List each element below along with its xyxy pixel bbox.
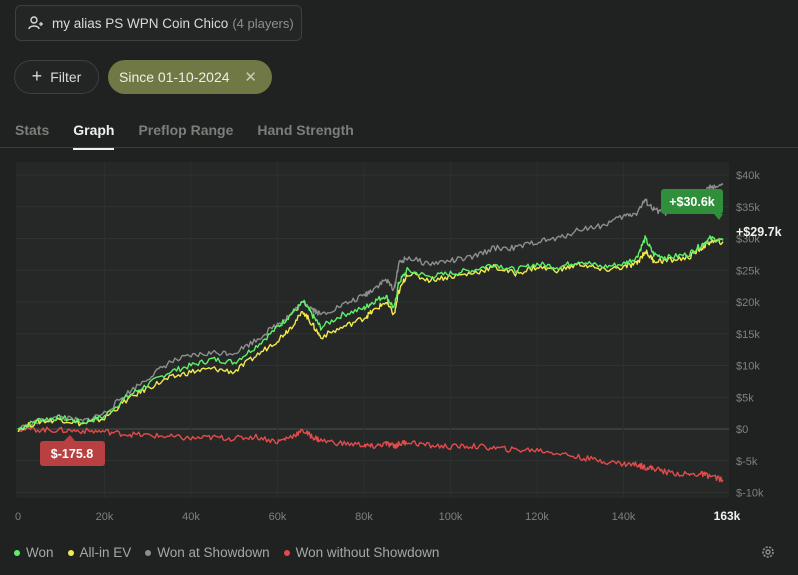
badge-pointer (64, 435, 75, 441)
x-tick-label: 120k (525, 511, 549, 523)
x-tick-label: 40k (182, 511, 200, 523)
non-showdown-total-label: $-175.8 (51, 447, 93, 461)
date-filter-chip[interactable]: Since 01-10-2024 ✕ (108, 60, 272, 94)
x-tick-label: 100k (439, 511, 463, 523)
y-tick-label: $10k (736, 361, 760, 373)
y-tick-label: $25k (736, 265, 760, 277)
badge-pointer (714, 214, 723, 220)
non-showdown-total-badge (40, 441, 105, 466)
y-axis-ticks: $40k $35k $30k $25k $20k $15k $10k $5k $0 $-5k $-1… (736, 170, 764, 500)
y-tick-label: $0 (736, 424, 748, 436)
won-total-label: +$29.7k (736, 225, 782, 239)
series-line-won-without-showdown (17, 425, 724, 483)
y-tick-label: $40k (736, 170, 760, 182)
x-tick-label: 80k (355, 511, 373, 523)
y-tick-label: $30k (736, 234, 760, 246)
series-line-won-at-showdown (17, 183, 724, 431)
x-axis-ticks: 0 20k 40k 60k 80k 100k 120k 140k 163k (15, 509, 741, 523)
legend-won-without-showdown[interactable]: Won without Showdown (283, 545, 439, 560)
legend-won-at-showdown[interactable]: Won at Showdown (145, 545, 270, 560)
x-end-label: 163k (714, 509, 741, 523)
legend-dot-non-showdown (283, 549, 290, 556)
y-tick-label: $-5k (736, 456, 758, 468)
player-group-selector[interactable]: my alias PS WPN Coin Chico (4 players) (15, 5, 302, 41)
close-icon[interactable]: ✕ (244, 69, 257, 86)
x-tick-label: 20k (96, 511, 114, 523)
tab-stats[interactable]: Stats (15, 122, 50, 138)
tab-graph[interactable]: Graph (73, 118, 115, 150)
y-tick-label: $-10k (736, 488, 764, 500)
tab-preflop-range[interactable]: Preflop Range (138, 122, 234, 138)
profit-graph[interactable]: $40k $35k $30k $25k $20k $15k $10k $5k $0 $-5k $-1… (0, 148, 798, 538)
legend-dot-showdown (145, 549, 152, 556)
y-tick-label: $35k (736, 202, 760, 214)
tab-hand-strength[interactable]: Hand Strength (257, 122, 354, 138)
grid-lines (16, 162, 729, 498)
legend-dot-allin-ev (67, 549, 74, 556)
series-lines (17, 183, 724, 483)
tab-bar: Stats Graph Preflop Range Hand Strength (15, 118, 354, 150)
series-line-won (17, 235, 724, 431)
gear-icon[interactable] (760, 544, 776, 560)
x-tick-label: 0 (15, 511, 21, 523)
legend-dot-won (14, 549, 20, 556)
y-tick-label: $20k (736, 297, 760, 309)
plot-area (16, 162, 729, 498)
date-filter-label: Since 01-10-2024 (119, 69, 230, 85)
filter-label: Filter (50, 69, 82, 85)
legend-won[interactable]: Won (14, 545, 54, 560)
y-tick-label: $15k (736, 329, 760, 341)
player-count: (4 players) (232, 15, 294, 31)
legend: Won All-in EV Won at Showdown Won withou… (14, 545, 439, 560)
annotations: +$30.6k +$29.7k $-175.8 (40, 189, 782, 466)
tab-divider (0, 147, 798, 148)
plus-icon: + (31, 66, 43, 86)
y-tick-label: $5k (736, 392, 754, 404)
series-line-all-in-ev (17, 238, 724, 433)
group-name: my alias PS WPN Coin Chico (52, 15, 229, 31)
showdown-total-badge (661, 189, 723, 214)
x-tick-label: 60k (269, 511, 287, 523)
legend-allin-ev[interactable]: All-in EV (67, 545, 131, 560)
filter-button[interactable]: + Filter (14, 60, 99, 94)
person-group-icon (28, 16, 43, 30)
showdown-total-label: +$30.6k (669, 195, 715, 209)
x-tick-label: 140k (612, 511, 636, 523)
